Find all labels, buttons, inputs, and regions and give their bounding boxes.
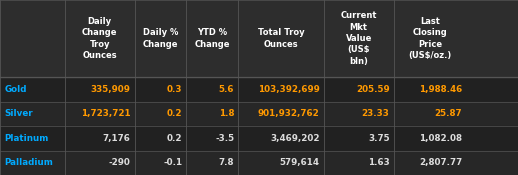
Text: 0.3: 0.3 [167,85,182,94]
Text: 103,392,699: 103,392,699 [258,85,320,94]
Text: Silver: Silver [4,109,33,118]
Text: -3.5: -3.5 [215,134,234,143]
Bar [0,77,518,102]
Text: 1.8: 1.8 [219,109,234,118]
Text: YTD %
Change: YTD % Change [195,28,230,49]
Text: 335,909: 335,909 [91,85,131,94]
Text: Last
Closing
Price
(US$/oz.): Last Closing Price (US$/oz.) [408,17,452,60]
Text: 579,614: 579,614 [280,158,320,167]
Bar [0,102,518,126]
Text: 901,932,762: 901,932,762 [258,109,320,118]
Text: Daily %
Change: Daily % Change [143,28,178,49]
Bar [0,150,518,175]
Bar [0,126,518,150]
Text: 1.63: 1.63 [368,158,390,167]
Text: 1,988.46: 1,988.46 [419,85,462,94]
Text: 3,469,202: 3,469,202 [270,134,320,143]
Text: -290: -290 [109,158,131,167]
Text: Total Troy
Ounces: Total Troy Ounces [257,28,305,49]
Bar [0,0,518,77]
Text: 0.2: 0.2 [167,109,182,118]
Text: Platinum: Platinum [4,134,49,143]
Text: Gold: Gold [4,85,26,94]
Text: Daily
Change
Troy
Ounces: Daily Change Troy Ounces [82,17,118,60]
Text: 0.2: 0.2 [167,134,182,143]
Text: 7,176: 7,176 [103,134,131,143]
Text: 1,723,721: 1,723,721 [81,109,131,118]
Text: Palladium: Palladium [4,158,53,167]
Text: -0.1: -0.1 [163,158,182,167]
Text: 23.33: 23.33 [362,109,390,118]
Text: 2,807.77: 2,807.77 [419,158,462,167]
Text: 7.8: 7.8 [219,158,234,167]
Text: 205.59: 205.59 [356,85,390,94]
Text: 1,082.08: 1,082.08 [419,134,462,143]
Text: 25.87: 25.87 [435,109,462,118]
Text: 3.75: 3.75 [368,134,390,143]
Text: 5.6: 5.6 [219,85,234,94]
Text: Current
Mkt
Value
(US$
bln): Current Mkt Value (US$ bln) [340,11,377,66]
